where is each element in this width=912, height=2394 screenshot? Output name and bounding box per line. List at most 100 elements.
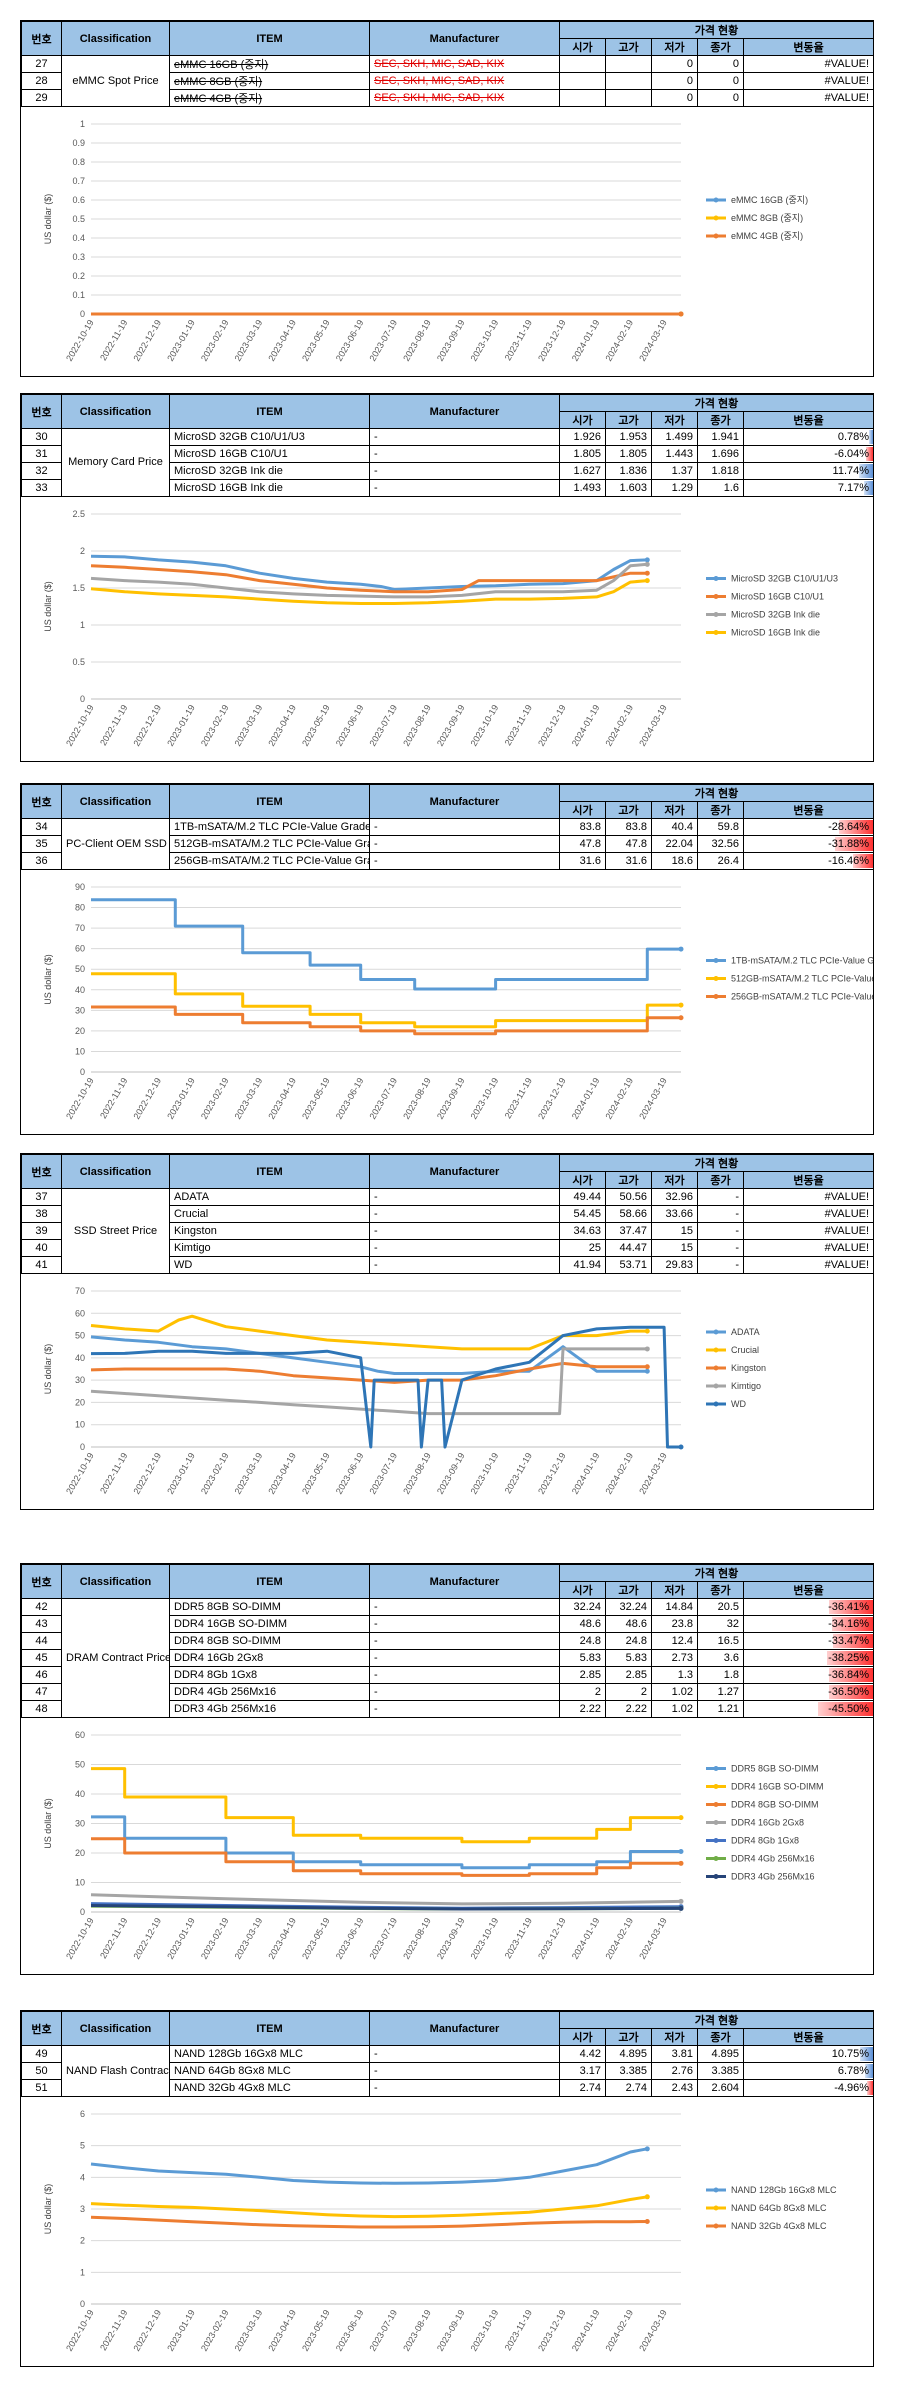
row-number: 41 xyxy=(21,1256,62,1274)
series-marker xyxy=(678,1860,684,1866)
line-chart: 0 0.1 0.2 0.3 0.4 0.5 0.6 0.7 0.8 0.9 1 US dollar (… xyxy=(43,119,808,363)
x-tick-label: 2022-12-19 xyxy=(131,2308,163,2353)
manufacturer-name: - xyxy=(369,445,560,463)
x-tick-label: 2023-04-19 xyxy=(266,1451,298,1496)
x-tick-label: 2023-02-19 xyxy=(199,1076,231,1121)
header-close: 종가 xyxy=(697,2028,744,2046)
series-line xyxy=(90,2147,648,2185)
manufacturer-name: SEC, SKH, MIC, SAD, KIX xyxy=(369,89,560,107)
header-open: 시가 xyxy=(559,801,606,819)
x-tick-label: 2023-07-19 xyxy=(367,703,399,748)
header-close: 종가 xyxy=(697,411,744,429)
y-tick-label: 10 xyxy=(75,1046,85,1056)
price-low: 1.499 xyxy=(651,428,698,446)
legend-marker xyxy=(713,1802,719,1807)
legend-label: DDR3 4Gb 256Mx16 xyxy=(731,1872,815,1882)
change-rate-value: 0.78% xyxy=(837,431,870,443)
x-tick-label: 2023-10-19 xyxy=(469,318,501,363)
x-tick-label: 2022-11-19 xyxy=(98,2308,129,2352)
legend-label: NAND 32Gb 4Gx8 MLC xyxy=(731,2221,827,2231)
series-marker xyxy=(644,557,650,563)
price-close: 1.941 xyxy=(697,428,744,446)
price-open: 24.8 xyxy=(559,1632,606,1650)
change-rate: -36.50% xyxy=(742,1683,875,1701)
price-low: 1.02 xyxy=(651,1683,698,1701)
series-line xyxy=(90,1325,681,1449)
x-tick-label: 2022-12-19 xyxy=(131,703,163,748)
price-close: - xyxy=(697,1239,744,1257)
price-table: 번호 Classification ITEM Manufacturer 가격 현황 시가 고… xyxy=(21,1564,875,1718)
series-marker xyxy=(678,311,684,317)
legend-label: DDR4 8GB SO-DIMM xyxy=(731,1800,819,1810)
y-tick-label: 50 xyxy=(75,1331,85,1341)
x-tick-label: 2023-03-19 xyxy=(233,2308,265,2353)
y-tick-label: 0 xyxy=(80,1067,85,1077)
row-number: 35 xyxy=(21,835,62,853)
row-number: 42 xyxy=(21,1598,62,1616)
x-tick-label: 2022-10-19 xyxy=(64,1076,96,1121)
header-change: 변동율 xyxy=(742,1171,875,1189)
y-axis-label: US dollar ($) xyxy=(43,581,53,632)
header-item: ITEM xyxy=(169,1564,370,1599)
header-low: 저가 xyxy=(651,411,698,429)
x-tick-label: 2023-12-19 xyxy=(536,318,568,363)
series-marker xyxy=(678,1002,684,1008)
legend-label: DDR4 16Gb 2Gx8 xyxy=(731,1818,804,1828)
header-manufacturer: Manufacturer xyxy=(369,21,560,56)
item-name: NAND 64Gb 8Gx8 MLC xyxy=(169,2062,370,2080)
price-low: 0 xyxy=(651,89,698,107)
x-tick-label: 2023-10-19 xyxy=(469,703,501,748)
change-rate-value: -31.88% xyxy=(828,838,870,850)
price-high: 2 xyxy=(605,1683,652,1701)
y-tick-label: 0.2 xyxy=(72,271,85,281)
x-tick-label: 2023-11-19 xyxy=(503,703,534,747)
legend-label: WD xyxy=(731,1399,746,1409)
x-tick-label: 2023-12-19 xyxy=(536,2308,568,2353)
header-no: 번호 xyxy=(21,394,62,429)
price-high: 1.953 xyxy=(605,428,652,446)
price-high: 1.836 xyxy=(605,462,652,480)
x-tick-label: 2023-11-19 xyxy=(503,1451,534,1495)
x-tick-label: 2024-01-19 xyxy=(570,1916,602,1961)
change-rate-bar xyxy=(834,837,873,851)
header-change: 변동율 xyxy=(742,801,875,819)
price-low: 0 xyxy=(651,55,698,73)
x-tick-label: 2023-11-19 xyxy=(503,2308,534,2352)
x-tick-label: 2022-10-19 xyxy=(64,703,96,748)
x-tick-label: 2023-07-19 xyxy=(367,2308,399,2353)
price-high xyxy=(605,72,652,90)
change-rate-value: 11.74% xyxy=(832,465,870,477)
manufacturer-name: - xyxy=(369,852,560,870)
price-low: 1.02 xyxy=(651,1700,698,1718)
y-tick-label: 60 xyxy=(75,1730,85,1740)
x-tick-label: 2024-01-19 xyxy=(570,1451,602,1496)
price-open xyxy=(559,89,606,107)
price-high: 53.71 xyxy=(605,1256,652,1274)
header-manufacturer: Manufacturer xyxy=(369,784,560,819)
manufacturer-name: - xyxy=(369,835,560,853)
y-tick-label: 70 xyxy=(75,1286,85,1296)
change-rate: -6.04% xyxy=(742,445,875,463)
x-tick-label: 2024-03-19 xyxy=(637,2308,669,2353)
x-tick-label: 2023-10-19 xyxy=(469,1916,501,1961)
change-rate-bar xyxy=(867,2081,873,2095)
x-tick-label: 2022-10-19 xyxy=(64,2308,96,2353)
y-axis-label: US dollar ($) xyxy=(43,1798,53,1849)
y-tick-label: 0.5 xyxy=(72,214,85,224)
item-name: 256GB-mSATA/M.2 TLC PCIe-Value Grade xyxy=(169,852,370,870)
header-price-status: 가격 현황 xyxy=(558,21,875,39)
price-open: 2.22 xyxy=(559,1700,606,1718)
header-open: 시가 xyxy=(559,1581,606,1599)
change-rate-bar xyxy=(869,430,873,444)
y-tick-label: 0.5 xyxy=(72,657,85,667)
y-tick-label: 40 xyxy=(75,1353,85,1363)
row-number: 40 xyxy=(21,1239,62,1257)
legend-label: DDR4 4Gb 256Mx16 xyxy=(731,1854,815,1864)
y-tick-label: 50 xyxy=(75,964,85,974)
x-tick-label: 2022-11-19 xyxy=(98,1076,129,1120)
series-line xyxy=(90,579,648,605)
table-row: 50 NAND 64Gb 8Gx8 MLC -3.17 3.385 2.76 3.385 6… xyxy=(21,2062,875,2080)
price-open xyxy=(559,55,606,73)
x-tick-label: 2024-03-19 xyxy=(637,1916,669,1961)
